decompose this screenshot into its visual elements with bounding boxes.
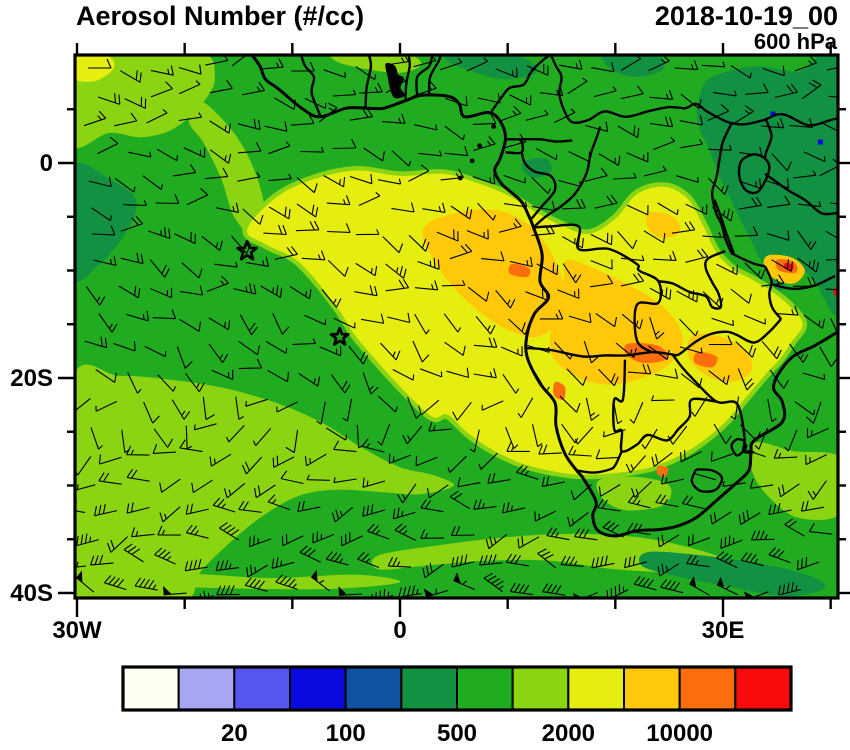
country-border <box>404 55 411 100</box>
country-border <box>658 249 726 310</box>
colorbar <box>121 665 793 712</box>
contour-region-gold <box>422 209 566 338</box>
country-border <box>299 55 322 117</box>
contour-region-gold <box>646 211 681 239</box>
contour-region-dkgreen <box>639 551 826 597</box>
africa-coastline <box>250 55 838 538</box>
contour-region-ygreen <box>188 101 265 237</box>
colorbar-cell <box>177 666 236 711</box>
country-border <box>672 318 782 357</box>
y-axis-label: 40S <box>10 580 53 607</box>
country-border <box>763 265 783 320</box>
contour-fill-layer <box>75 55 838 598</box>
contour-region-dkgreen <box>75 162 137 283</box>
lake-volta <box>385 62 405 99</box>
country-border <box>690 468 724 493</box>
colorbar-cell <box>567 666 625 711</box>
contour-region-dkgreen <box>601 55 665 77</box>
country-border <box>713 199 735 254</box>
axes-layer: 30W 0 30E 0 20S 40S 20 100 500 2000 10000 <box>10 43 850 747</box>
colorbar-cell <box>233 666 291 711</box>
colorbar-cell <box>678 666 737 711</box>
colorbar-cell <box>456 666 514 711</box>
country-border <box>576 450 623 474</box>
country-border <box>549 55 838 127</box>
plot-datetime: 2018-10-19_00 <box>654 1 838 31</box>
colorbar-label: 20 <box>221 720 248 747</box>
colorbar-cell <box>400 666 459 711</box>
country-border <box>520 151 557 220</box>
country-border <box>490 55 552 113</box>
x-axis-label: 0 <box>393 617 406 644</box>
country-border <box>364 55 373 109</box>
country-border <box>612 359 717 453</box>
x-axis-label: 30W <box>52 617 102 644</box>
y-axis-label: 0 <box>40 150 53 177</box>
colorbar-cell <box>122 666 180 711</box>
contour-region-ygreen <box>75 55 215 148</box>
contour-region-orange <box>693 351 718 368</box>
colorbar-cell <box>734 666 792 711</box>
plot-title: Aerosol Number (#/cc) <box>76 1 365 31</box>
colorbar-cell <box>289 666 347 711</box>
country-border <box>731 252 766 268</box>
plot-level: 600 hPa <box>753 29 837 54</box>
country-border <box>532 126 602 229</box>
contour-region-orange <box>508 263 531 278</box>
contour-region-dkgreen <box>444 55 537 80</box>
island-dot <box>469 158 475 164</box>
x-axis-label: 30E <box>702 617 745 644</box>
colorbar-label: 500 <box>437 720 477 747</box>
contour-region-orange <box>553 381 566 400</box>
low-value-speck <box>770 111 776 117</box>
wind-barbs-layer <box>75 55 838 598</box>
contour-region-orange <box>656 465 669 478</box>
country-border <box>505 137 573 143</box>
country-border <box>415 55 434 97</box>
contour-region-ygreen <box>329 55 422 73</box>
star-marker <box>329 326 350 346</box>
colorbar-cell <box>344 666 403 711</box>
island-dot <box>477 143 483 149</box>
country-border <box>772 274 836 291</box>
colorbar-label: 10000 <box>646 720 713 747</box>
star-marker <box>236 239 258 261</box>
contour-region-ygreen <box>749 441 838 520</box>
colorbar-label: 2000 <box>542 720 595 747</box>
low-value-speck <box>817 139 823 145</box>
contour-region-dkgreen <box>696 55 838 316</box>
island-dot <box>491 124 497 129</box>
colorbar-cell <box>623 666 681 711</box>
y-axis-label: 20S <box>10 365 53 392</box>
contour-region-ygreen <box>75 364 454 598</box>
contour-region-gold <box>687 333 753 383</box>
station-markers-layer <box>236 239 350 346</box>
country-border <box>533 223 663 354</box>
colorbar-label: 100 <box>326 720 366 747</box>
colorbar-cell <box>511 666 570 711</box>
